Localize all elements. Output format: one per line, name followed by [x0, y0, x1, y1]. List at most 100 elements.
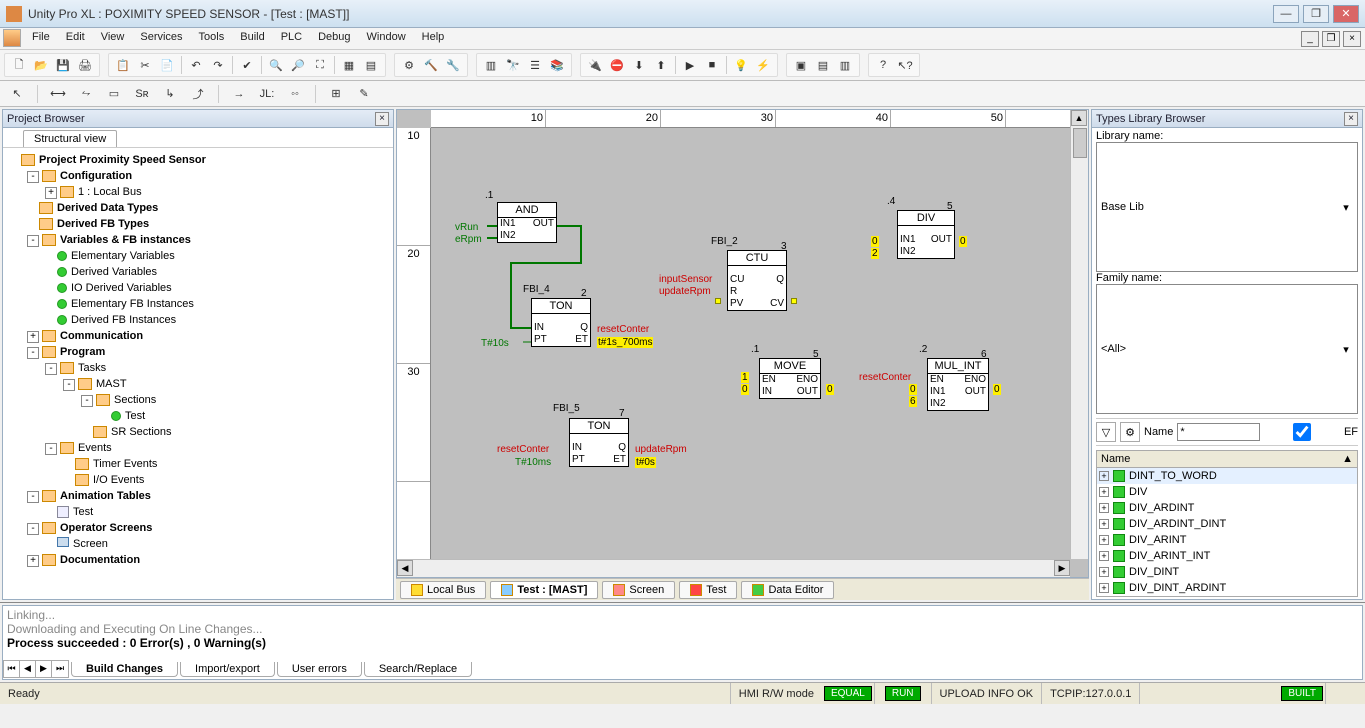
tlb-item[interactable]: +DIV_DINT_ARDINT [1097, 580, 1357, 596]
animation-icon[interactable]: 💡 [731, 55, 751, 75]
tool-sr-icon[interactable]: Sʀ [132, 84, 152, 104]
download-icon[interactable]: ⬇ [629, 55, 649, 75]
menu-view[interactable]: View [93, 28, 133, 49]
expand-icon[interactable]: + [1099, 535, 1109, 545]
tree-test[interactable]: Test [125, 410, 145, 422]
tree-comm[interactable]: Communication [60, 330, 143, 342]
output-tab-build[interactable]: Build Changes [71, 662, 178, 677]
output-nav[interactable]: ⏮◀▶⏭ [3, 660, 69, 678]
tool-g-icon[interactable]: JL: [257, 84, 277, 104]
tree-mast[interactable]: MAST [96, 378, 127, 390]
tile-h-icon[interactable]: ▤ [813, 55, 833, 75]
menu-services[interactable]: Services [132, 28, 190, 49]
output-tab-search[interactable]: Search/Replace [364, 662, 472, 677]
proj-browser-icon[interactable]: ☰ [525, 55, 545, 75]
project-browser-close-icon[interactable]: × [375, 112, 389, 126]
tlb-item[interactable]: +DIV_ARINT [1097, 532, 1357, 548]
tlb-ef-checkbox[interactable] [1264, 423, 1340, 441]
tlb-item[interactable]: +DIV_INT [1097, 596, 1357, 597]
mdi-restore-button[interactable]: ❐ [1322, 31, 1340, 47]
tool-b-icon[interactable]: ⥊ [76, 84, 96, 104]
tlb-list-header[interactable]: Name▲ [1096, 450, 1358, 468]
tree-localbus[interactable]: 1 : Local Bus [78, 186, 142, 198]
copy-icon[interactable]: 📋 [113, 55, 133, 75]
menu-window[interactable]: Window [359, 28, 414, 49]
help-icon[interactable]: ? [873, 55, 893, 75]
div-block[interactable]: DIV IN1OUT IN2 [897, 210, 955, 259]
mdi-close-button[interactable]: × [1343, 31, 1361, 47]
tlb-item[interactable]: +DIV_ARDINT_DINT [1097, 516, 1357, 532]
expand-icon[interactable]: + [1099, 583, 1109, 593]
tool-i-icon[interactable]: ⊞ [326, 84, 346, 104]
goto-icon[interactable]: ▥ [481, 55, 501, 75]
tree-v5[interactable]: Derived FB Instances [71, 314, 176, 326]
tree-sections[interactable]: Sections [114, 394, 156, 406]
fbd-canvas[interactable]: 10 20 30 40 50 10 20 30 ▲ ◀▶ .1 AND IN1O… [396, 109, 1089, 578]
redo-icon[interactable]: ↷ [208, 55, 228, 75]
filter-icon[interactable]: ▽ [1096, 422, 1116, 442]
tlb-famname-combo[interactable]: <All>▾ [1096, 284, 1358, 414]
zoom-in-icon[interactable]: 🔍 [266, 55, 286, 75]
vertical-scrollbar[interactable]: ▲ [1070, 110, 1088, 559]
browse-icon[interactable]: ⚙ [1120, 422, 1140, 442]
pointer-icon[interactable]: ↖ [7, 84, 27, 104]
expand-icon[interactable]: + [1099, 503, 1109, 513]
editor-tab-test-mast[interactable]: Test : [MAST] [490, 581, 598, 599]
analyze-icon[interactable]: ⚙ [399, 55, 419, 75]
tree-config[interactable]: Configuration [60, 170, 132, 182]
print-icon[interactable]: 🖨 [75, 55, 95, 75]
twisty-anim[interactable]: - [27, 491, 39, 503]
stop-icon[interactable]: ■ [702, 55, 722, 75]
tree-events[interactable]: Events [78, 442, 112, 454]
tree-v2[interactable]: Derived Variables [71, 266, 157, 278]
twisty-mast[interactable]: - [63, 379, 75, 391]
tree-root[interactable]: Project Proximity Speed Sensor [39, 154, 206, 166]
ton4-block[interactable]: TON INQ PTET [531, 298, 591, 347]
expand-icon[interactable]: + [1099, 551, 1109, 561]
tlb-item[interactable]: +DINT_TO_WORD [1097, 468, 1357, 484]
toolbar-icon-b[interactable]: ▤ [361, 55, 381, 75]
expand-icon[interactable]: + [1099, 519, 1109, 529]
twisty-docu[interactable]: + [27, 555, 39, 567]
expand-icon[interactable]: + [1099, 471, 1109, 481]
check-icon[interactable]: ✔ [237, 55, 257, 75]
tree-dfb[interactable]: Derived FB Types [57, 218, 149, 230]
expand-icon[interactable]: + [1099, 567, 1109, 577]
editor-tab-localbus[interactable]: Local Bus [400, 581, 486, 599]
menu-plc[interactable]: PLC [273, 28, 310, 49]
tree-docu[interactable]: Documentation [60, 554, 140, 566]
twisty-tasks[interactable]: - [45, 363, 57, 375]
lib-browser-icon[interactable]: 📚 [547, 55, 567, 75]
tree-ioev[interactable]: I/O Events [93, 474, 144, 486]
twisty-comm[interactable]: + [27, 331, 39, 343]
tlb-type-list[interactable]: +DINT_TO_WORD+DIV+DIV_ARDINT+DIV_ARDINT_… [1096, 468, 1358, 597]
tree-srsec[interactable]: SR Sections [111, 426, 172, 438]
tlb-name-filter[interactable] [1177, 423, 1259, 441]
tool-j-icon[interactable]: ✎ [354, 84, 374, 104]
tlb-item[interactable]: +DIV_ARINT_INT [1097, 548, 1357, 564]
output-tab-usererr[interactable]: User errors [277, 662, 362, 677]
menu-file[interactable]: File [24, 28, 58, 49]
tree-ops[interactable]: Operator Screens [60, 522, 152, 534]
tlb-libname-combo[interactable]: Base Lib▾ [1096, 142, 1358, 272]
twisty-sections[interactable]: - [81, 395, 93, 407]
expand-icon[interactable]: + [1099, 487, 1109, 497]
twisty-config[interactable]: - [27, 171, 39, 183]
fullscreen-icon[interactable]: ⛶ [310, 55, 330, 75]
tool-e-icon[interactable]: ⤴ [188, 84, 208, 104]
tlb-item[interactable]: +DIV [1097, 484, 1357, 500]
tlb-close-icon[interactable]: × [1344, 112, 1358, 126]
maximize-button[interactable]: ❐ [1303, 5, 1329, 23]
structural-view-tab[interactable]: Structural view [23, 130, 117, 147]
minimize-button[interactable]: — [1273, 5, 1299, 23]
upload-icon[interactable]: ⬆ [651, 55, 671, 75]
whatsthis-icon[interactable]: ↖? [895, 55, 915, 75]
connect-icon[interactable]: 🔌 [585, 55, 605, 75]
paste-icon[interactable]: 📄 [157, 55, 177, 75]
build-icon[interactable]: 🔨 [421, 55, 441, 75]
mdi-doc-icon[interactable] [3, 29, 21, 47]
editor-tab-dataeditor[interactable]: Data Editor [741, 581, 834, 599]
force-icon[interactable]: ⚡ [753, 55, 773, 75]
menu-edit[interactable]: Edit [58, 28, 93, 49]
tree-v4[interactable]: Elementary FB Instances [71, 298, 194, 310]
